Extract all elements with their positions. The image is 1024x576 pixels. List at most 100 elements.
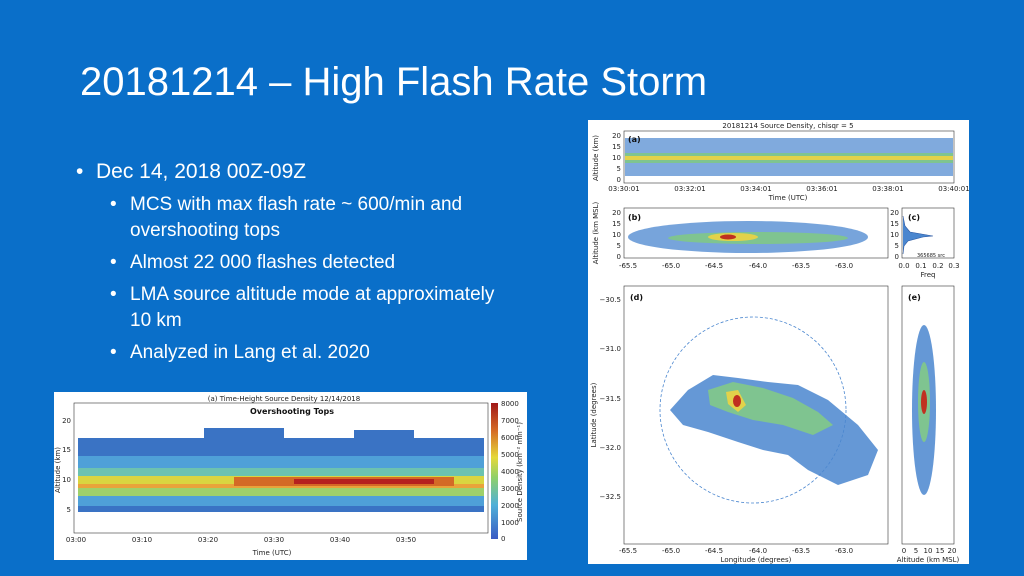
svg-text:3000: 3000 [501,485,519,493]
panel-b-label: (b) [628,213,641,222]
panel-b-x-ticks: -65.5 -65.0 -64.5 -64.0 -63.5 -63.0 [619,262,853,270]
svg-text:−31.0: −31.0 [600,345,621,353]
svg-text:20: 20 [612,209,621,217]
svg-text:−32.0: −32.0 [600,444,621,452]
bullet-item: • Analyzed in Lang et al. 2020 [110,340,516,366]
time-height-figure: (a) Time-Height Source Density 12/14/201… [54,392,527,560]
panel-c-xlabel: Freq [921,271,936,279]
colorbar [491,403,498,539]
svg-text:03:30:01: 03:30:01 [608,185,639,193]
svg-text:2000: 2000 [501,502,519,510]
svg-text:-64.5: -64.5 [705,262,723,270]
bullet-text: Analyzed in Lang et al. 2020 [130,342,370,363]
svg-text:5: 5 [617,242,621,250]
annotation-overshooting-tops: Overshooting Tops [250,407,334,416]
svg-text:5: 5 [67,506,71,514]
svg-text:20: 20 [612,132,621,140]
panel-a-x-ticks: 03:30:01 03:32:01 03:34:01 03:36:01 03:3… [608,185,969,193]
svg-text:20: 20 [62,417,71,425]
svg-text:03:40:01: 03:40:01 [938,185,969,193]
y-tick-labels: 20 15 10 5 [62,417,71,514]
svg-text:-63.0: -63.0 [835,262,853,270]
svg-text:1000: 1000 [501,519,519,527]
svg-text:03:10: 03:10 [132,536,152,544]
svg-text:10: 10 [924,547,933,555]
panel-c-x-ticks: 0.0 0.1 0.2 0.3 [898,262,959,270]
bullet-list: • Dec 14, 2018 00Z-09Z • MCS with max flas… [76,160,516,372]
svg-text:0.0: 0.0 [898,262,909,270]
svg-text:03:36:01: 03:36:01 [806,185,837,193]
svg-text:15: 15 [612,220,621,228]
svg-text:15: 15 [62,446,71,454]
x-tick-labels: 03:00 03:10 03:20 03:30 03:40 03:50 [66,536,416,544]
svg-text:03:38:01: 03:38:01 [872,185,903,193]
svg-text:−32.5: −32.5 [600,493,621,501]
svg-text:0.1: 0.1 [915,262,926,270]
svg-text:5: 5 [895,242,899,250]
panel-a-xlabel: Time (UTC) [768,194,808,202]
bullet-text: Dec 14, 2018 00Z-09Z [96,160,307,183]
svg-text:8000: 8000 [501,400,519,408]
svg-text:-63.0: -63.0 [835,547,853,555]
svg-text:03:32:01: 03:32:01 [674,185,705,193]
panel-d-xlabel: Longitude (degrees) [721,556,792,564]
svg-text:0: 0 [617,253,621,261]
bullet-item: • Dec 14, 2018 00Z-09Z [76,160,307,183]
panel-b-y-ticks: 20 15 10 5 0 [612,209,621,261]
bullet-text: LMA source altitude mode at approximatel… [130,284,495,331]
svg-text:5000: 5000 [501,451,519,459]
bullet-text: MCS with max flash rate ~ 600/min and ov… [130,194,463,241]
panel-e-label: (e) [908,293,921,302]
svg-text:4000: 4000 [501,468,519,476]
svg-text:−30.5: −30.5 [600,296,621,304]
svg-text:0.2: 0.2 [932,262,943,270]
svg-text:6000: 6000 [501,434,519,442]
svg-text:03:50: 03:50 [396,536,416,544]
panel-a-label: (a) [628,135,641,144]
svg-text:-64.0: -64.0 [749,547,767,555]
svg-text:−31.5: −31.5 [600,395,621,403]
svg-text:03:40: 03:40 [330,536,350,544]
svg-text:10: 10 [612,231,621,239]
svg-text:7000: 7000 [501,417,519,425]
svg-text:5: 5 [617,165,621,173]
bullet-item: • Almost 22 000 flashes detected [110,250,516,276]
svg-text:-65.0: -65.0 [662,547,680,555]
svg-text:0: 0 [895,253,899,261]
svg-text:10: 10 [612,154,621,162]
source-density-figure: 20181214 Source Density, chisqr = 5 (a) … [588,120,969,564]
colorbar-ticks: 8000 7000 6000 5000 4000 3000 2000 1000 … [501,400,519,543]
svg-text:03:34:01: 03:34:01 [740,185,771,193]
slide-title: 20181214 – High Flash Rate Storm [80,60,708,104]
panel-a-y-ticks: 20 15 10 5 0 [612,132,621,184]
bullet-item: • MCS with max flash rate ~ 600/min and o… [110,192,516,244]
svg-text:-65.0: -65.0 [662,262,680,270]
panel-c-label: (c) [908,213,920,222]
svg-text:20: 20 [948,547,957,555]
colorbar-label: Source Density (km⁻² min⁻¹) [516,422,524,522]
panel-d-ylabel: Latitude (degrees) [590,382,598,447]
svg-text:03:20: 03:20 [198,536,218,544]
svg-text:0.3: 0.3 [948,262,959,270]
panel-d-y-ticks: −30.5 −31.0 −31.5 −32.0 −32.5 [600,296,621,501]
x-axis-label: Time (UTC) [252,549,292,557]
panel-a-ylabel: Altitude (km) [592,135,600,181]
svg-text:-65.5: -65.5 [619,262,637,270]
svg-text:-63.5: -63.5 [792,547,810,555]
svg-text:20: 20 [890,209,899,217]
svg-text:-64.5: -64.5 [705,547,723,555]
svg-text:-64.0: -64.0 [749,262,767,270]
svg-text:0: 0 [617,176,621,184]
svg-text:03:30: 03:30 [264,536,284,544]
svg-text:-65.5: -65.5 [619,547,637,555]
svg-text:10: 10 [62,476,71,484]
figure-title: (a) Time-Height Source Density 12/14/201… [208,395,360,403]
bullet-text: Almost 22 000 flashes detected [130,252,396,273]
panel-d-x-ticks: -65.5 -65.0 -64.5 -64.0 -63.5 -63.0 [619,547,853,555]
svg-text:15: 15 [612,143,621,151]
panel-b-ylabel: Altitude (km MSL) [592,201,600,264]
figure-title: 20181214 Source Density, chisqr = 5 [722,122,853,130]
panel-c-y-ticks: 20 15 10 5 0 [890,209,899,261]
panel-d-label: (d) [630,293,643,302]
panel-c-count: 365685 src [917,253,945,259]
